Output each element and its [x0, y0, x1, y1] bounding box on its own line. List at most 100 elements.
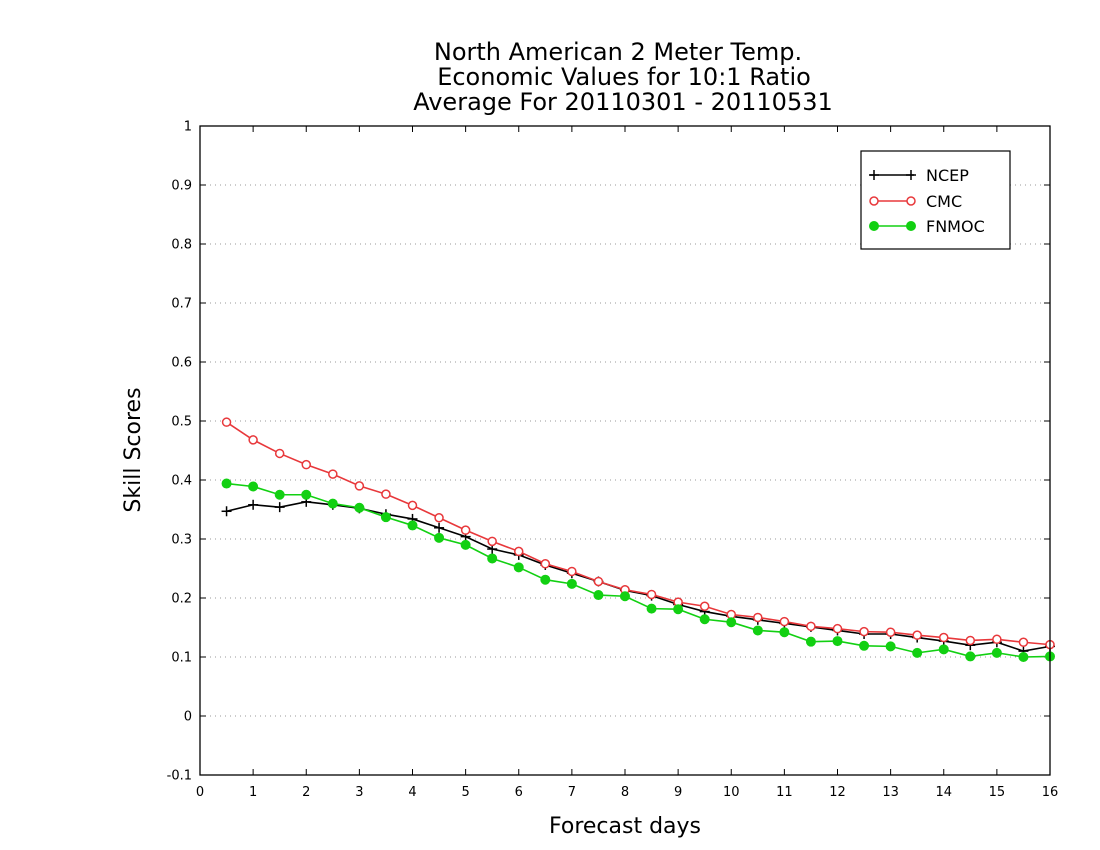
- data-point-ncep: [434, 522, 445, 533]
- legend-entry-ncep: NCEP: [869, 166, 969, 185]
- data-point-fnmoc: [434, 532, 445, 543]
- y-tick-label: -0.1: [167, 769, 192, 784]
- data-point-fnmoc: [248, 481, 259, 492]
- legend-marker-cmc: [869, 196, 879, 206]
- data-point-fnmoc: [726, 617, 737, 628]
- x-tick-label: 2: [302, 785, 310, 800]
- y-tick-label: 0.2: [171, 592, 192, 607]
- data-point-ncep: [221, 506, 232, 517]
- data-point-fnmoc: [566, 578, 577, 589]
- data-point-cmc: [646, 589, 657, 600]
- x-axis-title: Forecast days: [549, 814, 701, 839]
- series-fnmoc: [221, 478, 1055, 662]
- legend-entry-fnmoc: FNMOC: [869, 217, 985, 236]
- legend-marker-cmc: [906, 196, 916, 206]
- x-tick-label: 3: [355, 785, 363, 800]
- data-point-fnmoc: [593, 590, 604, 601]
- chart-title: North American 2 Meter Temp. Economic Va…: [413, 38, 833, 116]
- plot-frame: [199, 125, 1051, 776]
- y-tick-label: 0: [184, 710, 192, 725]
- data-point-fnmoc: [620, 591, 630, 602]
- data-point-cmc: [885, 627, 896, 637]
- x-tick-label: 1: [249, 785, 257, 800]
- y-tick-label: 0.8: [171, 238, 192, 253]
- data-point-ncep: [274, 502, 285, 513]
- data-point-cmc: [699, 601, 710, 612]
- data-point-cmc: [1018, 637, 1029, 647]
- data-point-cmc: [354, 481, 365, 491]
- legend-label-cmc: CMC: [926, 192, 962, 211]
- series-line-fnmoc: [226, 482, 1051, 658]
- legend: NCEP CMC FNMOC: [860, 150, 1011, 250]
- y-tick-label: 0.7: [171, 297, 192, 312]
- data-point-fnmoc: [938, 644, 949, 655]
- data-point-cmc: [301, 459, 311, 470]
- data-point-fnmoc: [779, 627, 790, 638]
- data-point-cmc: [567, 566, 577, 577]
- data-point-cmc: [407, 500, 418, 511]
- y-tick-label: 0.4: [171, 474, 192, 489]
- data-point-cmc: [434, 513, 444, 523]
- data-point-fnmoc: [354, 502, 365, 513]
- title-line-2: Economic Values for 10:1 Ratio: [437, 63, 811, 91]
- data-point-cmc: [992, 634, 1002, 645]
- series-ncep: [221, 496, 1055, 657]
- data-point-fnmoc: [965, 651, 976, 662]
- x-tick-label: 14: [935, 785, 952, 800]
- title-line-1: North American 2 Meter Temp.: [434, 38, 802, 66]
- series-line-ncep: [226, 501, 1051, 652]
- data-point-cmc: [328, 469, 338, 479]
- plot-series: [221, 417, 1055, 662]
- x-tick-label: 16: [1042, 785, 1059, 800]
- data-point-ncep: [248, 499, 259, 510]
- x-tick-label: 5: [461, 785, 469, 800]
- series-line-cmc: [226, 421, 1051, 646]
- data-point-fnmoc: [991, 647, 1002, 658]
- y-tick-label: 0.3: [171, 533, 192, 548]
- data-point-cmc: [965, 635, 976, 646]
- x-tick-label: 8: [621, 785, 629, 800]
- legend-label-fnmoc: FNMOC: [926, 217, 985, 236]
- legend-marker-fnmoc: [869, 221, 879, 231]
- data-point-fnmoc: [912, 647, 923, 658]
- data-point-cmc: [248, 435, 258, 445]
- data-point-fnmoc: [673, 604, 684, 615]
- data-point-cmc: [460, 525, 471, 535]
- data-point-cmc: [593, 576, 604, 587]
- y-tick-label: 0.1: [171, 651, 192, 666]
- series-cmc: [221, 417, 1055, 650]
- legend-items: NCEP CMC FNMOC: [869, 166, 985, 236]
- x-tick-label: 11: [776, 785, 793, 800]
- y-tick-label: 1: [184, 120, 192, 135]
- x-tick-label: 7: [568, 785, 576, 800]
- data-point-cmc: [274, 448, 285, 459]
- data-point-cmc: [859, 626, 869, 637]
- y-tick-label: 0.9: [171, 179, 192, 194]
- y-axis-title: Skill Scores: [121, 387, 146, 512]
- y-tick-label: 0.6: [171, 356, 192, 371]
- x-tick-label: 12: [829, 785, 846, 800]
- data-point-fnmoc: [805, 636, 816, 647]
- y-axis-ticks: -0.1 0 0.1 0.2 0.3 0.4 0.5 0.6 0.7 0.8 0.9 1: [167, 120, 1050, 784]
- data-point-fnmoc: [380, 512, 391, 523]
- data-point-cmc: [753, 612, 763, 623]
- data-point-cmc: [487, 536, 497, 547]
- data-point-fnmoc: [460, 539, 471, 550]
- x-axis-ticks: 0 1 2 3 4 5 6 7 8 9 10 11 12 13 14 15 16: [196, 126, 1058, 800]
- data-point-fnmoc: [513, 562, 524, 573]
- x-tick-label: 10: [723, 785, 740, 800]
- data-point-fnmoc: [487, 553, 498, 564]
- data-point-fnmoc: [859, 640, 870, 651]
- legend-label-ncep: NCEP: [926, 166, 969, 185]
- x-tick-label: 4: [408, 785, 416, 800]
- data-point-fnmoc: [646, 603, 657, 614]
- data-point-fnmoc: [540, 574, 551, 585]
- data-point-cmc: [806, 621, 816, 632]
- data-point-cmc: [779, 616, 790, 627]
- data-point-fnmoc: [274, 489, 285, 500]
- data-point-fnmoc: [885, 641, 896, 652]
- legend-marker-fnmoc: [906, 221, 916, 231]
- x-tick-label: 15: [989, 785, 1006, 800]
- data-point-cmc: [381, 489, 391, 499]
